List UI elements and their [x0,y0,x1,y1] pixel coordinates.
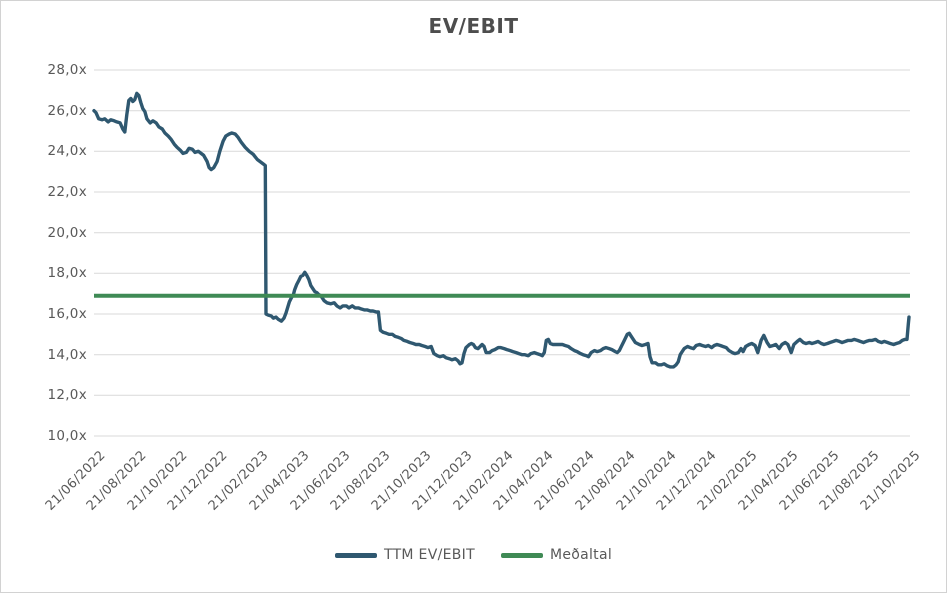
y-tick-label: 28,0x [47,62,87,78]
y-tick-label: 10,0x [47,428,87,444]
legend-line-swatch [500,552,543,558]
legend-label: Meðaltal [549,547,613,563]
y-tick-label: 20,0x [47,225,87,241]
chart-legend: TTM EV/EBIT Meðaltal [1,547,946,563]
y-tick-label: 16,0x [47,306,87,322]
chart-title: EV/EBIT [428,14,519,38]
y-tick-label: 22,0x [47,184,87,200]
y-tick-label: 14,0x [47,347,87,363]
y-tick-label: 18,0x [47,265,87,281]
y-tick-label: 24,0x [47,143,87,159]
legend-item: TTM EV/EBIT [334,547,475,563]
legend-item: Meðaltal [500,547,613,563]
legend-line-swatch [334,552,377,558]
y-tick-label: 12,0x [47,387,87,403]
ttm-ev-ebit-line [92,91,911,369]
legend-label: TTM EV/EBIT [383,547,475,563]
y-tick-label: 26,0x [47,103,87,119]
